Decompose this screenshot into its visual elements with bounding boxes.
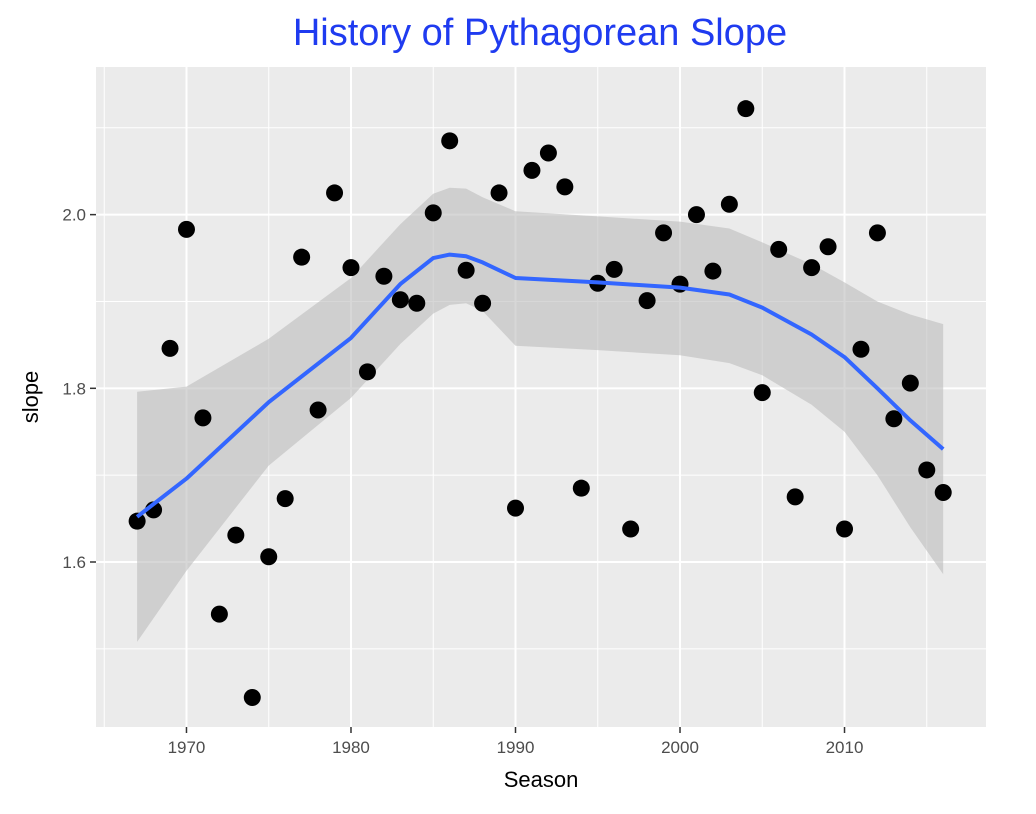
smooth-line <box>135 252 945 519</box>
data-point <box>227 526 245 544</box>
data-point <box>539 144 557 162</box>
data-point <box>161 339 179 357</box>
x-tick-label: 2000 <box>661 738 699 757</box>
x-tick-label: 2010 <box>826 738 864 757</box>
data-point <box>358 363 376 381</box>
data-point <box>934 484 952 502</box>
y-tick-label: 1.6 <box>62 553 86 572</box>
data-point <box>770 240 788 258</box>
data-point <box>868 224 886 242</box>
data-point <box>424 204 442 222</box>
data-point <box>507 499 525 517</box>
x-tick-label: 1980 <box>332 738 370 757</box>
data-point <box>803 259 821 277</box>
data-point <box>885 410 903 428</box>
x-tick-label: 1970 <box>168 738 206 757</box>
x-axis: 1970 1980 1990 2000 2010 <box>168 727 864 757</box>
data-point <box>293 248 311 266</box>
data-point <box>704 262 722 280</box>
data-point <box>687 206 705 224</box>
data-point <box>655 224 673 242</box>
data-point <box>622 520 640 538</box>
data-point <box>260 548 278 566</box>
y-tick-label: 2.0 <box>62 206 86 225</box>
data-point <box>309 401 327 419</box>
data-point <box>819 238 837 256</box>
data-point <box>375 267 393 285</box>
data-point <box>918 461 936 479</box>
data-point <box>276 490 294 508</box>
data-point <box>836 520 854 538</box>
data-point <box>326 184 344 202</box>
data-points <box>128 100 952 706</box>
data-point <box>210 605 228 623</box>
data-point <box>523 161 541 179</box>
data-point <box>737 100 755 118</box>
data-point <box>391 291 409 309</box>
data-point <box>852 340 870 358</box>
data-point <box>901 374 919 392</box>
data-point <box>638 292 656 310</box>
data-point <box>128 512 146 530</box>
data-point <box>605 260 623 278</box>
x-axis-title: Season <box>504 767 579 792</box>
data-point <box>177 220 195 238</box>
data-point <box>720 195 738 213</box>
data-point <box>474 294 492 312</box>
data-point <box>408 294 426 312</box>
y-tick-label: 1.8 <box>62 379 86 398</box>
data-point <box>457 261 475 279</box>
chart-title: History of Pythagorean Slope <box>293 12 787 54</box>
data-point <box>786 488 804 506</box>
y-axis: 1.6 1.8 2.0 <box>62 206 96 572</box>
y-axis-title: slope <box>18 371 43 424</box>
data-point <box>572 479 590 497</box>
data-point <box>753 384 771 402</box>
data-point <box>194 409 212 427</box>
data-point <box>441 132 459 150</box>
data-point <box>342 259 360 277</box>
data-point <box>490 184 508 202</box>
x-tick-label: 1990 <box>497 738 535 757</box>
data-point <box>243 688 261 706</box>
data-point <box>556 178 574 196</box>
